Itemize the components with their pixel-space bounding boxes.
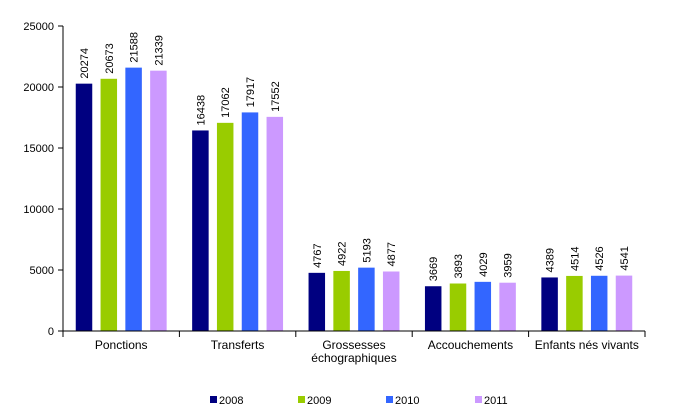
data-label: 4514 bbox=[569, 246, 581, 270]
bar bbox=[615, 275, 633, 331]
x-category-label: Grossesses bbox=[322, 338, 385, 352]
bar bbox=[75, 83, 93, 332]
data-label: 20274 bbox=[79, 48, 91, 79]
data-label: 3669 bbox=[428, 257, 440, 281]
y-axis-ticks: 0 5000 10000 15000 20000 25000 bbox=[23, 21, 63, 338]
bar bbox=[424, 286, 442, 331]
x-category-label: Enfants nés vivants bbox=[535, 338, 639, 352]
bar bbox=[590, 275, 608, 331]
legend-label: 2010 bbox=[395, 395, 419, 407]
bar bbox=[241, 112, 259, 331]
bar bbox=[382, 271, 400, 331]
data-label: 17552 bbox=[270, 81, 282, 112]
bar bbox=[541, 277, 558, 331]
bar bbox=[125, 67, 142, 331]
legend-label: 2008 bbox=[219, 395, 243, 407]
data-label: 4767 bbox=[312, 243, 324, 267]
legend-swatch bbox=[210, 396, 217, 403]
x-axis-categories: Ponctions Transferts Grossesseséchographiq… bbox=[62, 331, 646, 365]
bar bbox=[100, 78, 118, 331]
legend-swatch bbox=[475, 396, 482, 403]
data-labels: 20274 16438 4767 3669 4389 20673 17062 4922 3893… bbox=[79, 32, 631, 281]
y-tick-label: 15000 bbox=[23, 143, 54, 155]
bar bbox=[449, 283, 467, 331]
data-label: 4922 bbox=[337, 241, 349, 265]
data-label: 16438 bbox=[195, 95, 207, 126]
y-tick-label: 20000 bbox=[23, 82, 54, 94]
data-label: 3959 bbox=[503, 253, 515, 277]
data-label: 3893 bbox=[453, 254, 465, 278]
data-label: 4029 bbox=[478, 252, 490, 276]
bar bbox=[192, 130, 209, 331]
data-label: 4877 bbox=[386, 242, 398, 266]
bar bbox=[566, 275, 583, 331]
x-category-label: Transferts bbox=[211, 338, 265, 352]
bar bbox=[308, 272, 326, 331]
x-category-label: échographiques bbox=[311, 351, 396, 365]
bar bbox=[474, 281, 492, 331]
x-category-label: Ponctions bbox=[95, 338, 148, 352]
data-label: 4541 bbox=[619, 246, 631, 270]
bar bbox=[266, 116, 284, 331]
data-label: 17917 bbox=[245, 77, 257, 108]
legend-swatch bbox=[386, 396, 393, 403]
y-tick-label: 0 bbox=[48, 326, 54, 338]
legend-label: 2011 bbox=[484, 395, 508, 407]
data-label: 4526 bbox=[594, 246, 606, 270]
bar bbox=[358, 267, 375, 331]
x-category-label: Accouchements bbox=[428, 338, 513, 352]
legend-swatch bbox=[298, 396, 305, 403]
bar bbox=[150, 70, 167, 332]
data-label: 21588 bbox=[129, 32, 141, 63]
bar bbox=[499, 282, 516, 331]
y-tick-label: 5000 bbox=[30, 265, 54, 277]
data-label: 20673 bbox=[104, 43, 116, 74]
data-label: 5193 bbox=[361, 238, 373, 262]
y-tick-label: 10000 bbox=[23, 204, 54, 216]
legend-label: 2009 bbox=[307, 395, 331, 407]
data-label: 21339 bbox=[153, 35, 165, 66]
data-label: 4389 bbox=[545, 248, 557, 272]
bar-series bbox=[75, 67, 633, 332]
bar bbox=[333, 270, 350, 331]
legend: 2008 2009 2010 2011 bbox=[210, 395, 508, 407]
bar bbox=[216, 122, 234, 331]
y-tick-label: 25000 bbox=[23, 21, 54, 33]
data-label: 17062 bbox=[220, 87, 232, 118]
